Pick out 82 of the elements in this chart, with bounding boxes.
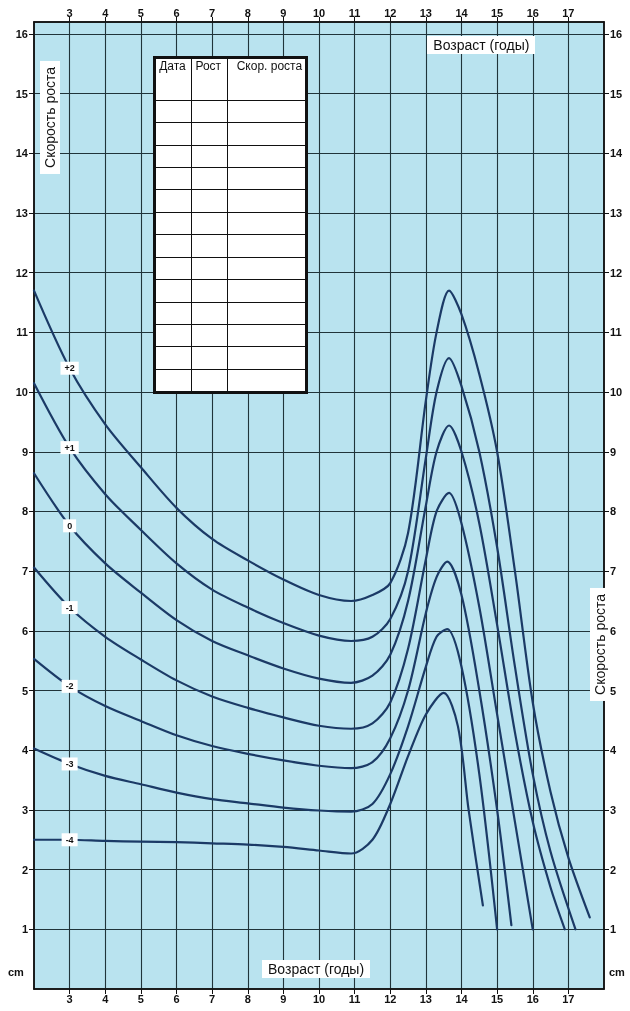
y-tick-label: 14 <box>15 147 29 160</box>
y-tick-label: 3 <box>21 803 28 816</box>
y-tick-label: 13 <box>15 207 28 220</box>
y2-tick-label: 13 <box>610 207 623 220</box>
x-tick-label: 6 <box>173 992 180 1005</box>
x2-tick-label: 15 <box>491 6 504 19</box>
y2-tick-label: 3 <box>610 803 617 816</box>
y2-tick-label: 5 <box>610 684 617 697</box>
x-tick-label: 7 <box>209 992 216 1005</box>
x2-tick-label: 7 <box>209 6 216 19</box>
y-tick-label: 9 <box>21 445 28 458</box>
series-label: -1 <box>65 602 74 613</box>
line-series <box>32 627 499 931</box>
series-label: -2 <box>65 681 74 692</box>
annotation: Рост <box>191 58 228 101</box>
text: cm <box>607 966 627 979</box>
y2-tick-label: 14 <box>610 147 624 160</box>
x2-tick-label: 14 <box>455 6 469 19</box>
x2-tick-label: 16 <box>526 6 539 19</box>
series-label: -4 <box>65 834 74 845</box>
y-tick-label: 7 <box>21 565 28 578</box>
x2-tick-label: 13 <box>419 6 432 19</box>
x-tick-label: 14 <box>455 992 469 1005</box>
x2-tick-label: 17 <box>562 6 575 19</box>
x2-tick-label: 4 <box>102 6 110 19</box>
x2-tick-label: 8 <box>244 6 251 19</box>
x2-tick-label: 11 <box>348 6 361 19</box>
x-tick-label: 9 <box>280 992 287 1005</box>
annotation: Дата <box>155 58 192 101</box>
y-tick-label: 15 <box>15 87 28 100</box>
y2-tick-label: 8 <box>610 505 617 518</box>
x-tick-label: 3 <box>66 992 73 1005</box>
x-tick-label: 17 <box>562 992 575 1005</box>
y-tick-label: 4 <box>21 744 29 757</box>
x-axis-title: Возраст (годы) <box>262 959 371 978</box>
line-series <box>32 491 534 931</box>
y-tick-label: 16 <box>15 27 28 40</box>
x2-tick-label: 10 <box>312 6 326 19</box>
x2-axis-title: Возраст (годы) <box>427 36 536 55</box>
series-label: 0 <box>67 520 73 531</box>
y2-tick-label: 4 <box>610 744 617 757</box>
y2-axis-title: Скорость роста <box>589 587 610 701</box>
series-label: +2 <box>64 363 75 374</box>
line-series <box>32 560 513 927</box>
y2-tick-label: 1 <box>610 923 617 936</box>
y2-tick-label: 6 <box>610 624 617 637</box>
x-tick-label: 11 <box>348 992 361 1005</box>
annotation: Скор. роста <box>227 58 306 101</box>
x2-tick-label: 5 <box>137 6 144 19</box>
x2-tick-label: 3 <box>66 6 73 19</box>
y-tick-label: 10 <box>15 386 28 399</box>
x-tick-label: 4 <box>102 992 110 1005</box>
x-tick-label: 16 <box>526 992 539 1005</box>
x-tick-label: 12 <box>384 992 397 1005</box>
y2-tick-label: 15 <box>610 87 623 100</box>
y-tick-label: 6 <box>21 624 28 637</box>
y2-tick-label: 16 <box>610 27 623 40</box>
x-tick-label: 13 <box>419 992 432 1005</box>
y-tick-label: 5 <box>21 684 28 697</box>
y-tick-label: 1 <box>21 923 28 936</box>
series-label: -3 <box>65 758 74 769</box>
text: cm <box>6 966 26 979</box>
x-tick-label: 10 <box>312 992 326 1005</box>
x2-tick-label: 12 <box>384 6 397 19</box>
y2-tick-label: 12 <box>610 266 623 279</box>
y2-tick-label: 2 <box>610 863 617 876</box>
x-tick-label: 5 <box>137 992 144 1005</box>
y2-tick-label: 7 <box>610 565 617 578</box>
x2-tick-label: 9 <box>280 6 287 19</box>
y2-tick-label: 11 <box>610 326 622 339</box>
y-axis-title: Скорость роста <box>39 60 60 174</box>
y-tick-label: 2 <box>21 863 28 876</box>
x2-tick-label: 6 <box>173 6 180 19</box>
y-tick-label: 11 <box>16 326 28 339</box>
line-series <box>32 691 484 907</box>
series-label: +1 <box>64 442 75 453</box>
y2-tick-label: 9 <box>610 445 617 458</box>
x-tick-label: 8 <box>244 992 251 1005</box>
x-tick-label: 15 <box>491 992 504 1005</box>
y-tick-label: 12 <box>15 266 28 279</box>
y-tick-label: 8 <box>21 505 28 518</box>
y2-tick-label: 10 <box>610 386 623 399</box>
